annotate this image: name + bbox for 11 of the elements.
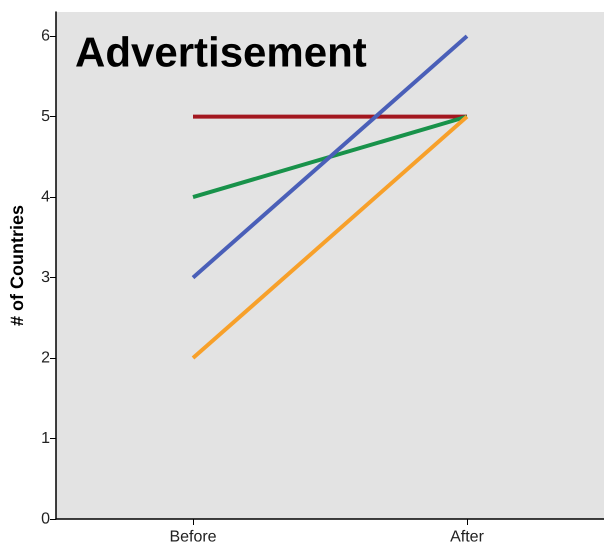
- y-tick-label: 6: [41, 28, 50, 45]
- y-tick-label: 3: [41, 269, 50, 286]
- x-tick-label: Before: [169, 528, 217, 546]
- y-tick-label: 5: [41, 108, 50, 126]
- y-tick-label: 4: [41, 188, 50, 206]
- x-tick-label: After: [450, 528, 485, 546]
- y-tick-label: 2: [41, 350, 50, 367]
- y-axis-title: # of Countries: [7, 204, 27, 326]
- chart-title: Advertisement: [75, 28, 367, 76]
- y-tick-label: 1: [41, 430, 50, 448]
- y-tick-label: 0: [41, 510, 50, 528]
